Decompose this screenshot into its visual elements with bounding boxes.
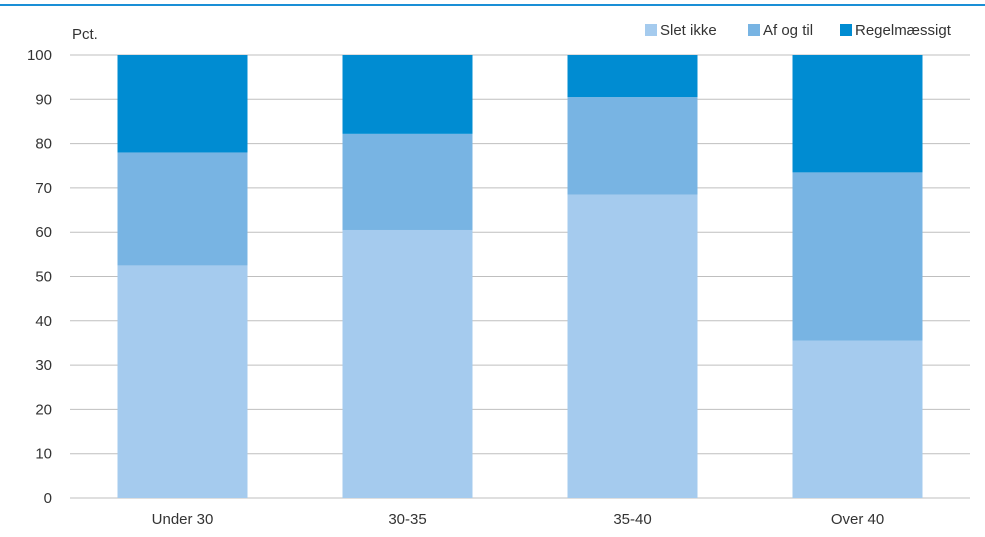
bar-segment-slet-ikke <box>117 265 248 498</box>
y-tick-label: 70 <box>35 180 52 197</box>
y-tick-label: 10 <box>35 446 52 463</box>
legend-label: Regelmæssigt <box>855 22 952 39</box>
bar-segment-regelm-ssigt <box>117 55 248 153</box>
y-tick-label: 20 <box>35 401 52 418</box>
y-tick-label: 40 <box>35 313 52 330</box>
bars <box>117 55 923 499</box>
bar-segment-regelm-ssigt <box>792 55 923 173</box>
top-accent-rule <box>0 4 985 6</box>
y-tick-label: 100 <box>27 47 52 64</box>
legend-label: Af og til <box>763 22 813 39</box>
bar-segment-regelm-ssigt <box>342 55 473 134</box>
y-tick-label: 0 <box>44 490 52 507</box>
bar-segment-regelm-ssigt <box>567 55 698 98</box>
y-tick-label: 30 <box>35 357 52 374</box>
bar-segment-af-og-til <box>117 152 248 266</box>
x-tick-label: Under 30 <box>152 511 214 528</box>
bar-segment-af-og-til <box>342 133 473 230</box>
x-axis-ticks: Under 30 30-35 35-40 Over 40 <box>152 511 885 528</box>
y-tick-label: 60 <box>35 224 52 241</box>
bar-segment-slet-ikke <box>342 229 473 499</box>
bar-segment-af-og-til <box>792 172 923 341</box>
y-tick-label: 90 <box>35 91 52 108</box>
bar-segment-af-og-til <box>567 97 698 195</box>
legend-swatch <box>645 24 657 36</box>
legend-label: Slet ikke <box>660 22 717 39</box>
y-axis-ticks: 0 10 20 30 40 50 60 70 80 90 100 <box>27 47 52 507</box>
bar-segment-slet-ikke <box>567 194 698 499</box>
y-tick-label: 80 <box>35 136 52 153</box>
y-axis-unit-label: Pct. <box>72 26 98 43</box>
legend-swatch <box>840 24 852 36</box>
bar-segment-slet-ikke <box>792 340 923 498</box>
x-tick-label: 35-40 <box>613 511 651 528</box>
x-tick-label: Over 40 <box>831 511 884 528</box>
legend: Slet ikke Af og til Regelmæssigt <box>645 22 952 39</box>
x-tick-label: 30-35 <box>388 511 426 528</box>
y-tick-label: 50 <box>35 269 52 286</box>
legend-swatch <box>748 24 760 36</box>
